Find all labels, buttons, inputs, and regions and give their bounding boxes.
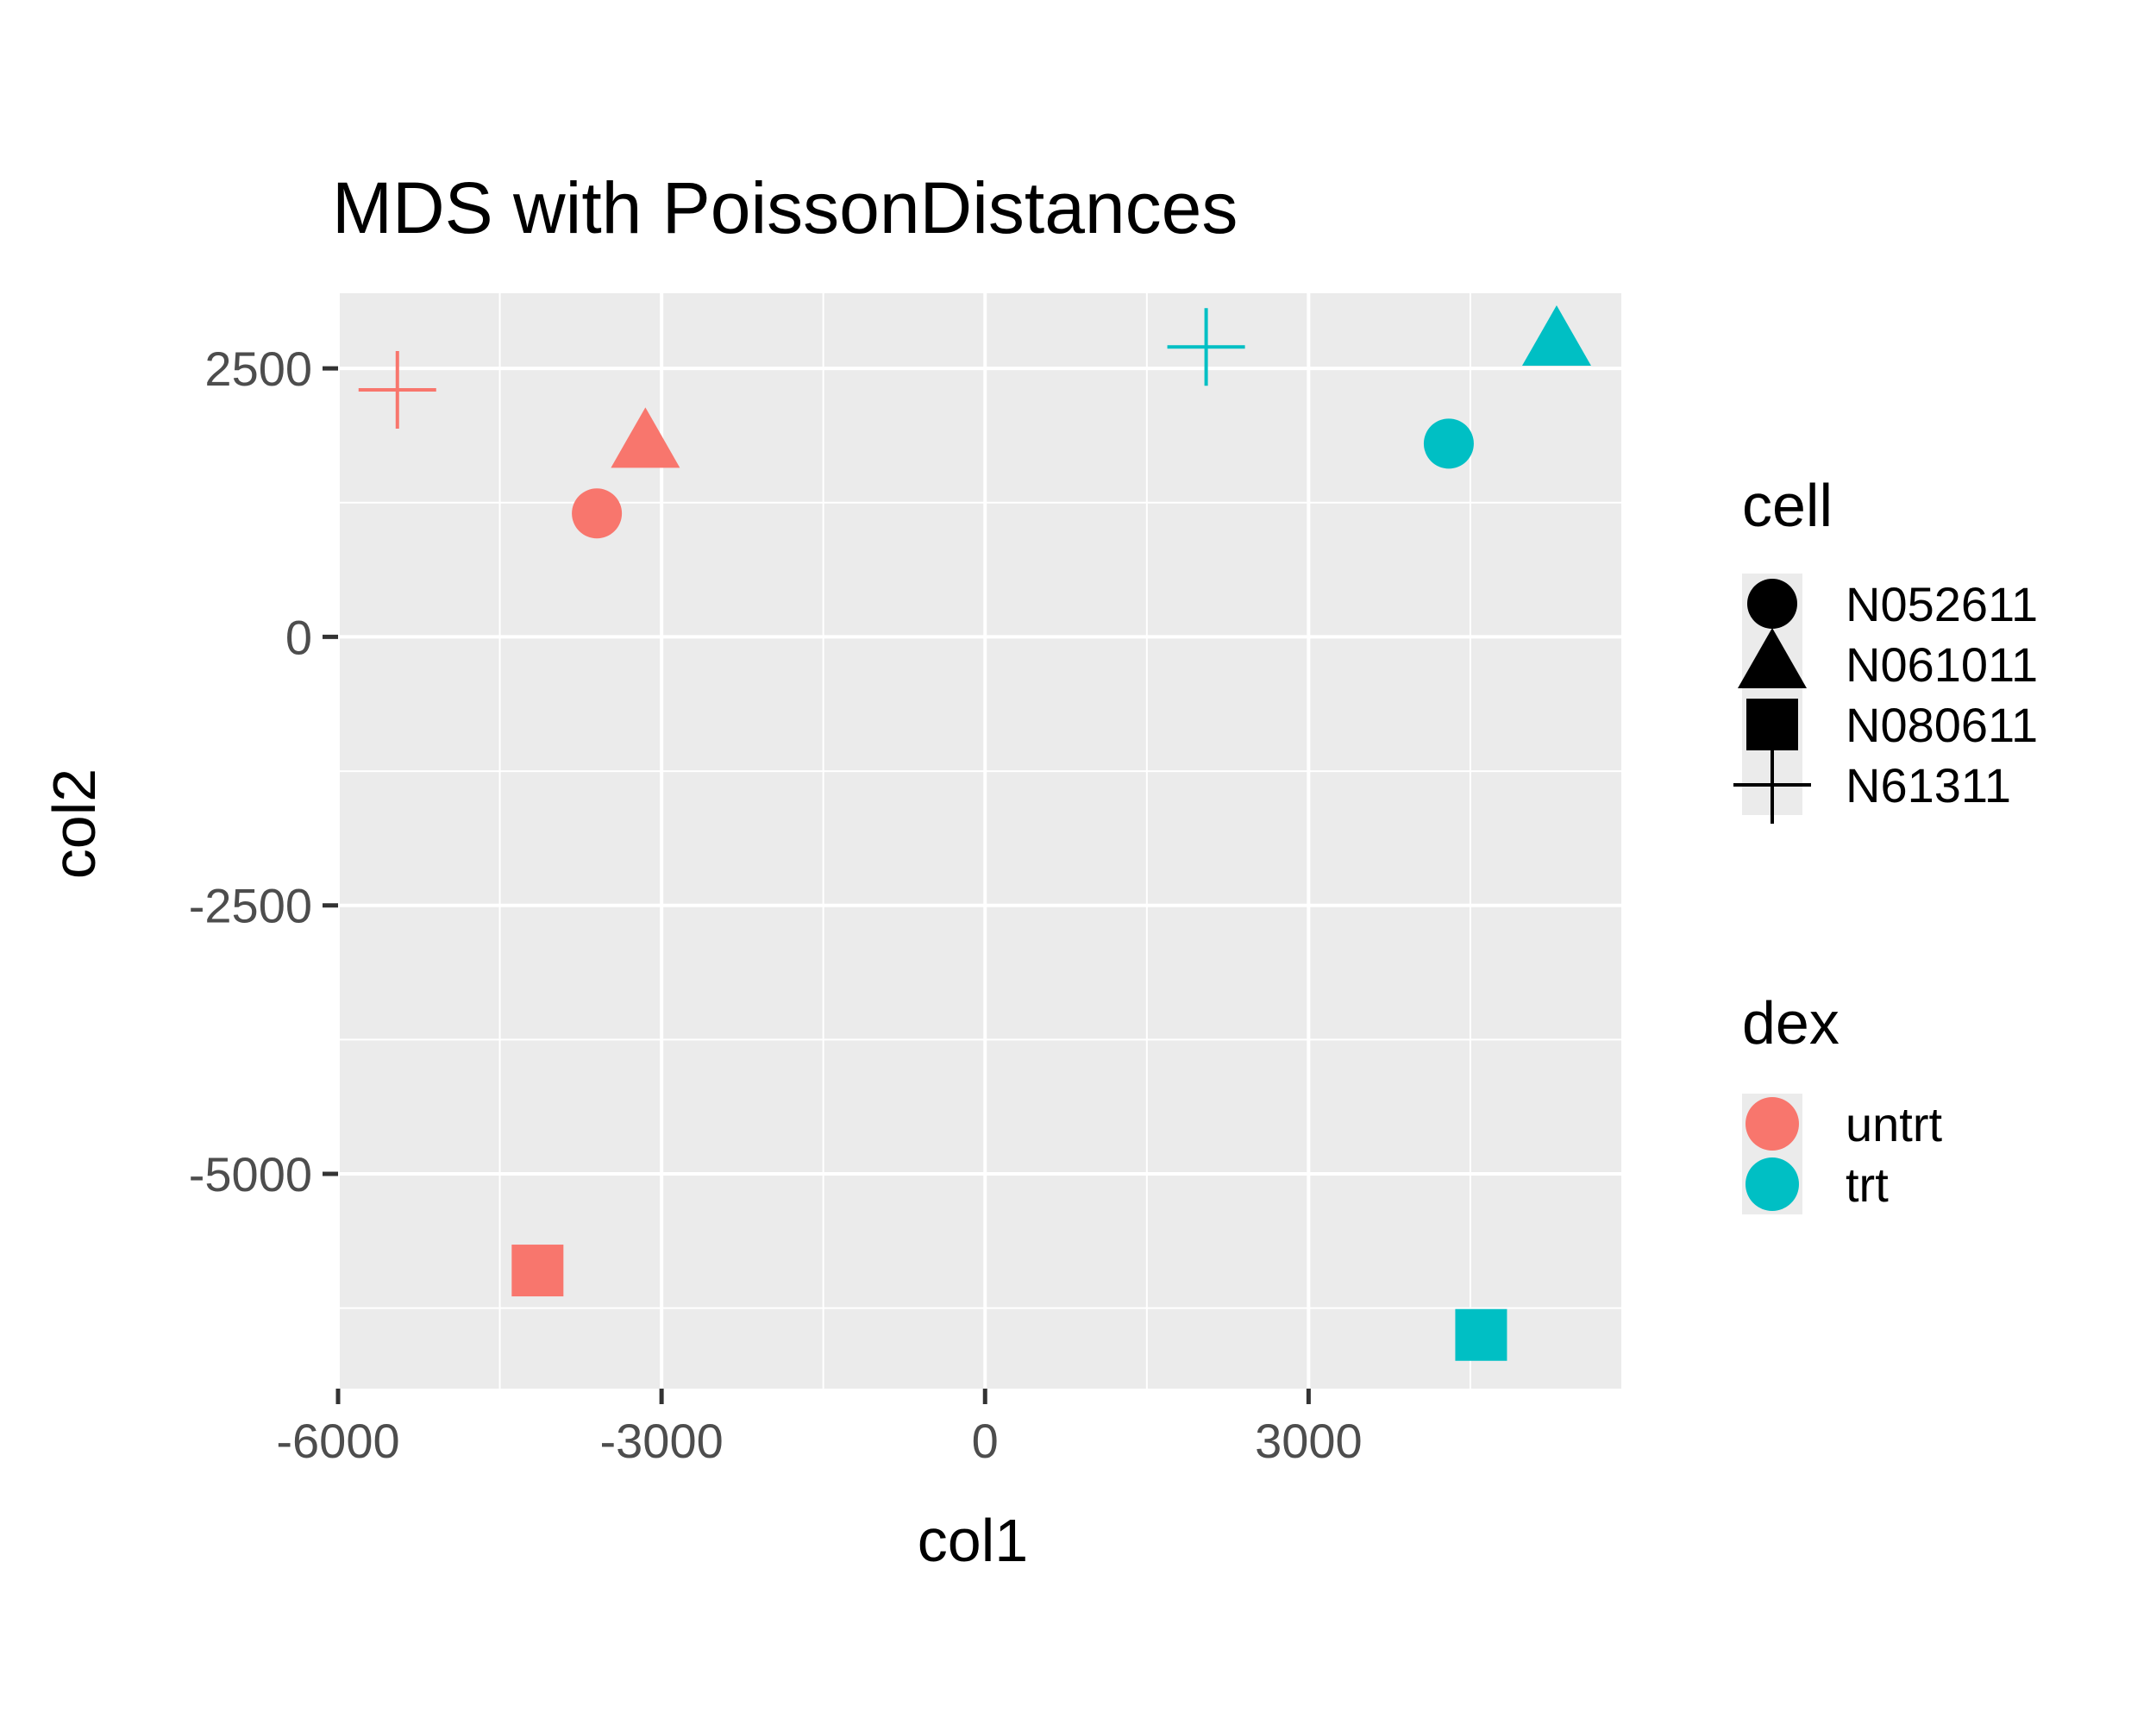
legend-label-trt: trt: [1846, 1157, 1889, 1212]
point-n080611-trt: [1455, 1308, 1507, 1361]
chart-title: MDS with PoissonDistances: [332, 167, 1238, 248]
x-tick-label: -6000: [276, 1414, 399, 1468]
legend-label-n080611: N080611: [1846, 698, 2038, 752]
legend-key-trt: [1745, 1157, 1799, 1211]
y-tick-label: 2500: [204, 342, 312, 396]
legend-cell-title: cell: [1742, 472, 1833, 539]
legend-key-n061011: [1738, 628, 1807, 688]
legend-key-n080611: [1746, 699, 1798, 750]
point-n061011-untrt: [611, 407, 680, 468]
axes: -6000 -3000 0 3000 2500 0 -2500 -5000: [189, 342, 1363, 1468]
x-tick-label: 0: [972, 1414, 999, 1468]
point-n61311-trt: [1167, 308, 1245, 386]
legend-dex-title: dex: [1742, 989, 1839, 1057]
point-n061011-trt: [1521, 305, 1591, 367]
point-n080611-untrt: [511, 1245, 564, 1297]
data-points: [358, 305, 1591, 1361]
point-n052611-untrt: [572, 488, 623, 539]
legend-key-n052611: [1747, 579, 1797, 629]
gridlines: [336, 293, 1621, 1389]
legend-key-n61311: [1733, 746, 1811, 824]
legend-label-untrt: untrt: [1846, 1097, 1942, 1151]
x-tick-label: 3000: [1255, 1414, 1363, 1468]
legend-label-n052611: N052611: [1846, 577, 2038, 631]
y-tick-label: -2500: [189, 879, 312, 933]
x-tick-label: -3000: [600, 1414, 724, 1468]
plot-panel: [338, 293, 1621, 1389]
point-n052611-trt: [1423, 418, 1474, 469]
point-n61311-untrt: [358, 351, 436, 430]
y-axis-title: col2: [41, 768, 108, 879]
y-tick-label: -5000: [189, 1147, 312, 1201]
legend-label-n61311: N61311: [1846, 758, 2011, 812]
x-axis-title: col1: [918, 1507, 1028, 1574]
legend-label-n061011: N061011: [1846, 637, 2038, 692]
panel-background: [338, 293, 1621, 1389]
y-tick-label: 0: [285, 610, 312, 664]
legend-key-untrt: [1745, 1097, 1799, 1151]
